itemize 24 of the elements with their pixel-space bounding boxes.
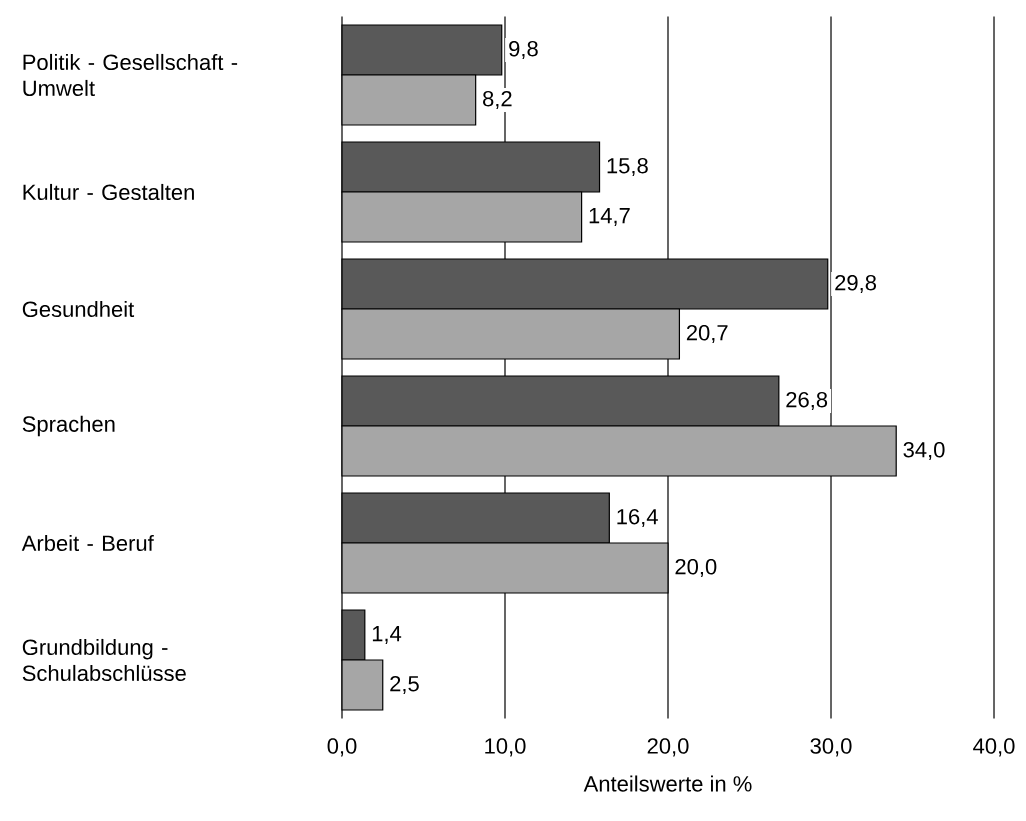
data-label: 20,0 [675, 558, 717, 578]
y-tick-label: Kultur - Gestalten [23, 183, 194, 201]
x-tick-label: 0,0 [327, 738, 357, 757]
y-tick-label: Arbeit - Beruf [21, 534, 154, 552]
data-label: 14,7 [589, 208, 630, 226]
y-tick-label: Politik - Gesellschaft - Umwelt [23, 53, 238, 97]
x-tick-label: 10,0 [485, 738, 526, 757]
data-label: 15,8 [607, 157, 648, 177]
data-label: 16,4 [617, 508, 658, 528]
data-label: 34,0 [903, 441, 945, 461]
data-label: 2,5 [390, 675, 419, 695]
data-label: 20,7 [686, 324, 728, 344]
x-tick-label: 30,0 [810, 738, 852, 757]
data-label: 26,8 [786, 391, 828, 411]
y-tick-label: Sprachen [22, 415, 115, 437]
data-label: 8,2 [483, 90, 512, 110]
x-tick-label: 40,0 [973, 738, 1015, 757]
x-axis-title: Anteilswerte in % [583, 775, 752, 792]
data-label: 29,8 [835, 274, 877, 294]
data-label: 9,8 [509, 40, 538, 60]
x-tick-label: 20,0 [647, 738, 689, 757]
y-tick-label: Grundbildung - Schulabschlüsse [22, 638, 186, 682]
data-label: 1,4 [372, 626, 402, 644]
y-tick-label: Gesundheit [22, 300, 135, 318]
